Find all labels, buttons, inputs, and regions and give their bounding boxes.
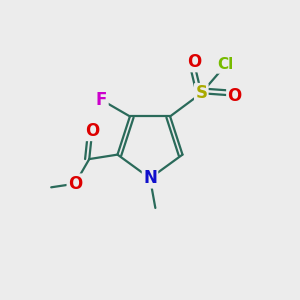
Text: O: O (68, 175, 82, 193)
Text: F: F (96, 91, 107, 109)
Text: Cl: Cl (218, 58, 234, 73)
Text: O: O (227, 87, 242, 105)
Text: S: S (195, 84, 207, 102)
Text: O: O (187, 53, 201, 71)
Text: O: O (85, 122, 99, 140)
Text: N: N (143, 169, 157, 187)
